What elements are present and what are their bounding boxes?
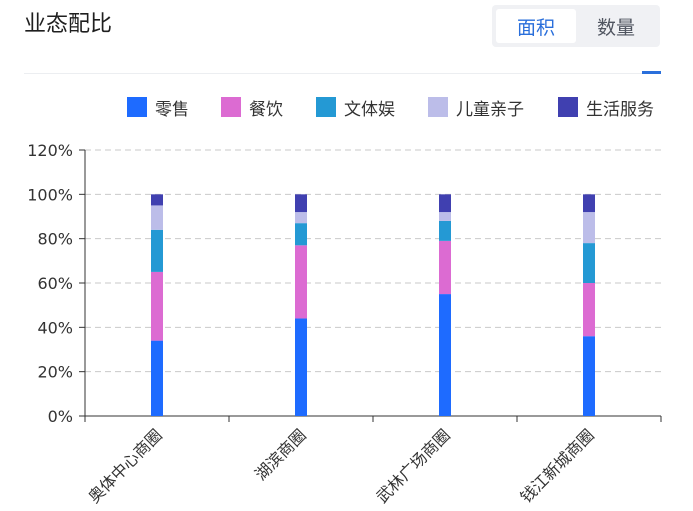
bar-segment-4-5[interactable] (583, 194, 595, 213)
legend-label-retail: 零售 (155, 99, 189, 120)
legend-item-services[interactable]: 生活服务 (558, 94, 654, 120)
legend-item-dining[interactable]: 餐饮 (221, 94, 283, 120)
bar-segment-1-4[interactable] (151, 205, 163, 230)
legend-item-kids[interactable]: 儿童亲子 (428, 94, 524, 120)
bar-segment-3-4[interactable] (439, 212, 451, 221)
bar-segment-3-3[interactable] (439, 220, 451, 241)
bar-segment-2-2[interactable] (295, 245, 307, 319)
y-tick-label: 40% (37, 318, 73, 337)
legend-label-dining: 餐饮 (249, 99, 283, 120)
chart-legend: 零售 餐饮 文体娱 儿童亲子 生活服务 (0, 94, 693, 120)
legend-label-entertainment: 文体娱 (344, 99, 395, 120)
toggle-count-button[interactable]: 数量 (596, 16, 635, 39)
bar-segment-1-3[interactable] (151, 229, 163, 272)
bar-segment-1-2[interactable] (151, 271, 163, 341)
bar-segment-4-4[interactable] (583, 212, 595, 244)
y-tick-label: 120% (27, 141, 73, 160)
bar-segment-4-3[interactable] (583, 243, 595, 283)
x-category-label: 湖滨商圈 (251, 425, 310, 484)
y-tick-label: 20% (37, 363, 73, 382)
bar-segment-1-1[interactable] (151, 340, 163, 416)
legend-swatch-entertainment (316, 97, 336, 117)
x-category-label: 奥体中心商圈 (85, 425, 166, 506)
legend-swatch-dining (221, 97, 241, 117)
legend-label-services: 生活服务 (586, 99, 654, 120)
legend-swatch-services (558, 97, 578, 117)
legend-item-retail[interactable]: 零售 (127, 94, 189, 120)
header-divider (24, 73, 661, 74)
y-tick-label: 100% (27, 185, 73, 204)
bar-segment-2-3[interactable] (295, 223, 307, 246)
bar-segment-3-2[interactable] (439, 240, 451, 295)
x-category-label: 武林广场商圈 (373, 425, 454, 506)
y-tick-label: 60% (37, 274, 73, 293)
y-tick-label: 80% (37, 230, 73, 249)
legend-swatch-kids (428, 97, 448, 117)
y-axis-tick-labels: 0% 20% 40% 60% 80% 100% 120% (27, 141, 73, 426)
toggle-area-button[interactable]: 面积 (496, 9, 576, 43)
bar-segment-4-2[interactable] (583, 283, 595, 337)
axes (79, 149, 662, 422)
bar-segment-2-1[interactable] (295, 318, 307, 416)
bar-segment-4-1[interactable] (583, 336, 595, 416)
bar-segment-1-5[interactable] (151, 194, 163, 206)
metric-toggle: 面积 数量 (492, 5, 660, 47)
y-tick-label: 0% (48, 407, 73, 426)
legend-swatch-retail (127, 97, 147, 117)
bar-segment-2-5[interactable] (295, 194, 307, 213)
grid-lines (85, 149, 661, 373)
divider-accent (642, 71, 661, 74)
bar-segment-3-1[interactable] (439, 294, 451, 416)
legend-label-kids: 儿童亲子 (456, 99, 524, 120)
x-axis-category-labels: 奥体中心商圈 湖滨商圈 武林广场商圈 钱江新城商圈 (85, 425, 598, 506)
bar-segment-2-4[interactable] (295, 212, 307, 224)
card-title: 业态配比 (24, 12, 113, 37)
x-category-label: 钱江新城商圈 (517, 425, 598, 506)
bars (151, 194, 595, 416)
bar-segment-3-5[interactable] (439, 194, 451, 213)
legend-item-entertainment[interactable]: 文体娱 (316, 94, 395, 120)
